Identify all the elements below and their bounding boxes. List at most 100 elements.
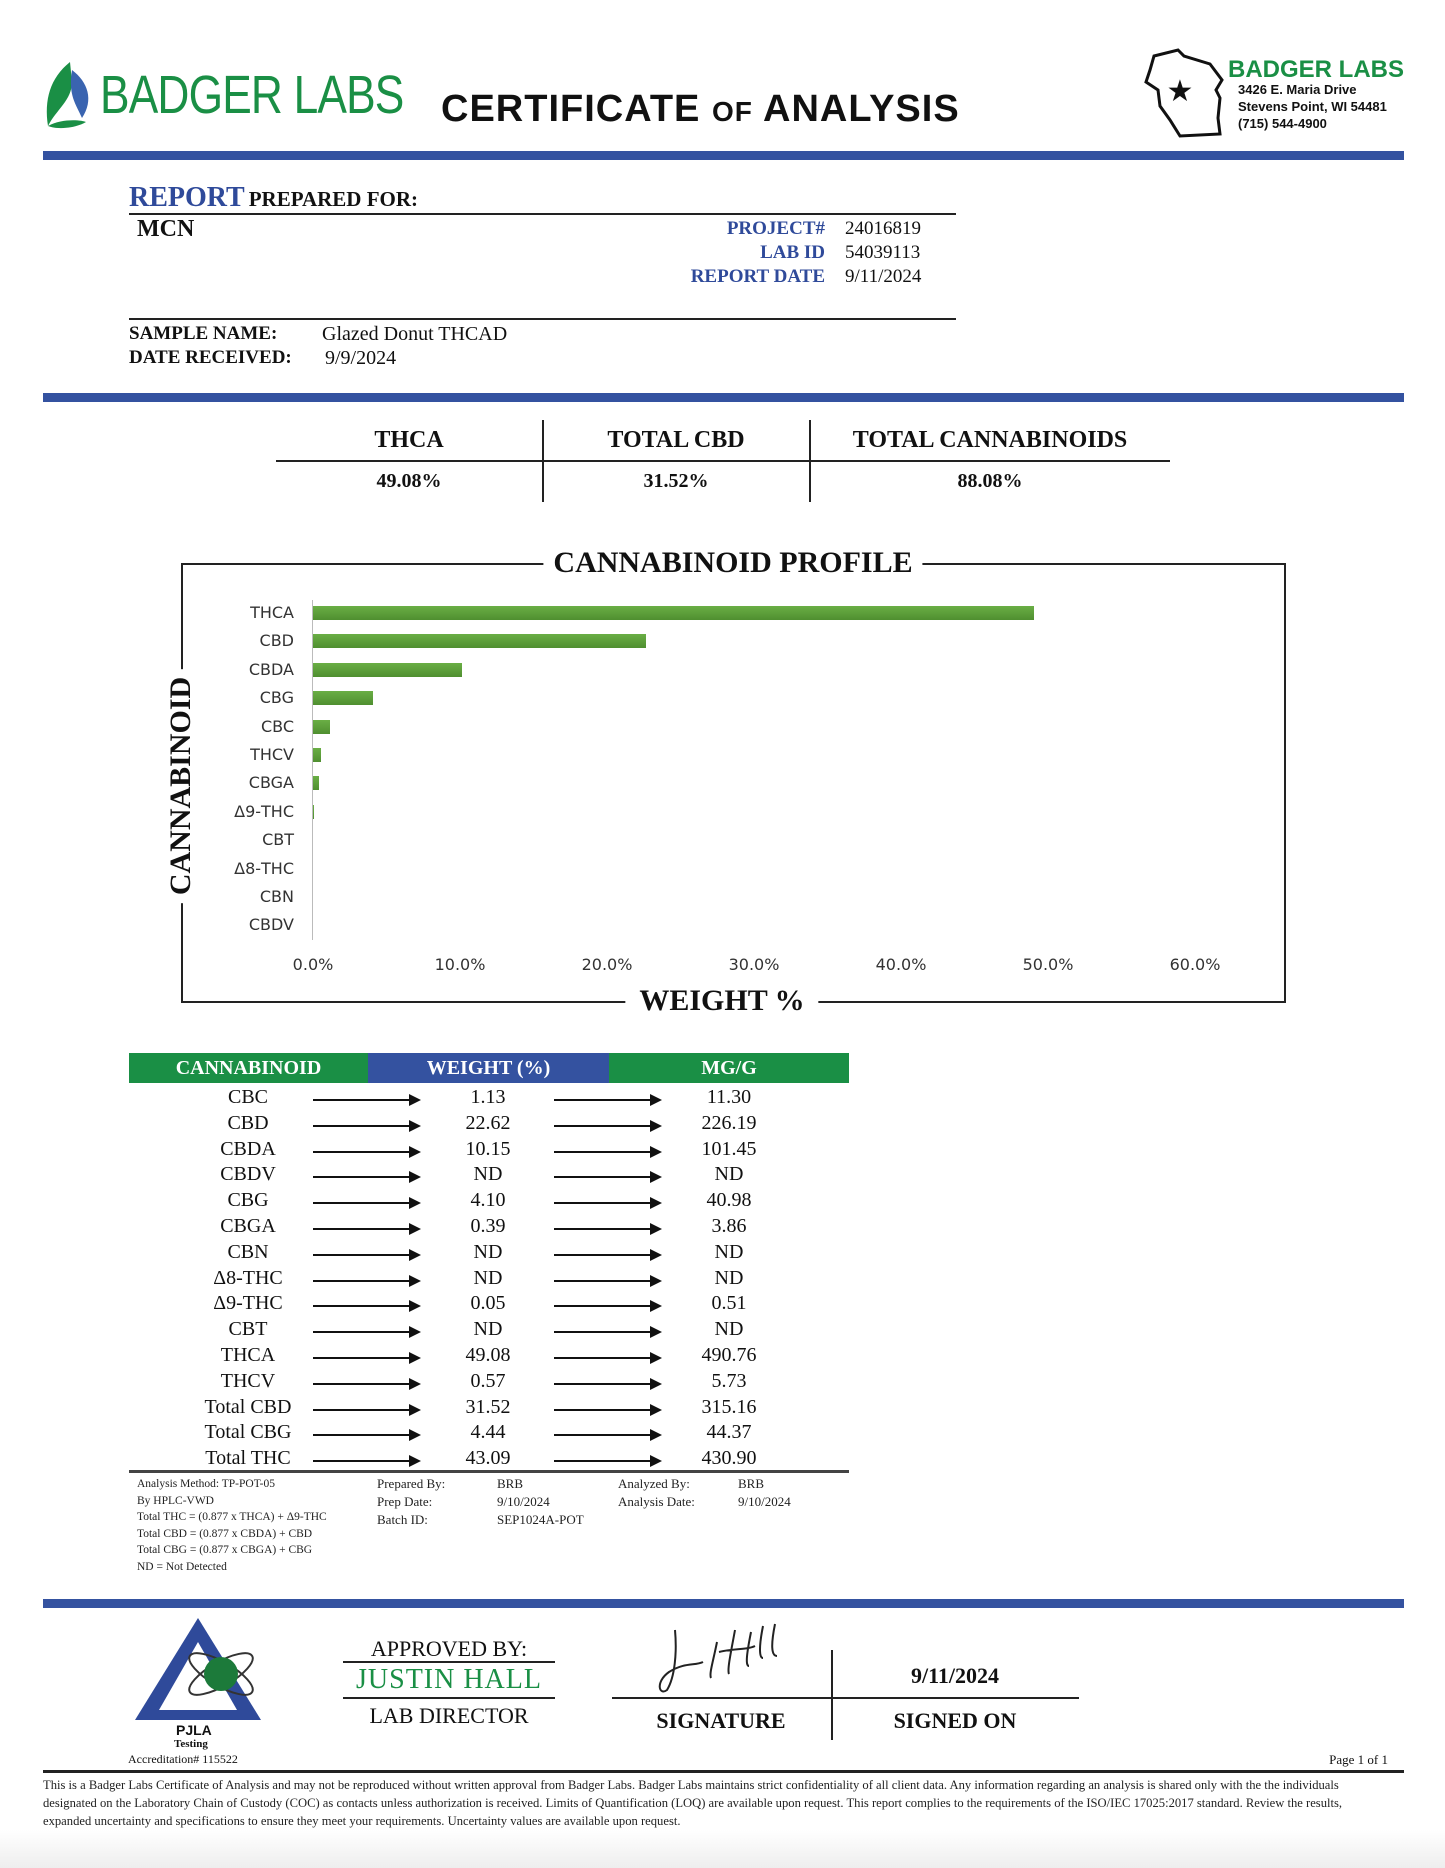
bar [313,634,646,649]
arrow-icon [554,1300,662,1313]
x-tick-label: 50.0% [1022,955,1074,974]
method-note: Total CBD = (0.877 x CBDA) + CBD [137,1527,313,1540]
x-tick-label: 60.0% [1169,955,1221,974]
arrow-icon [554,1455,662,1468]
sample-name: Glazed Donut THCAD [322,323,508,345]
header-divider [43,151,1404,160]
approved-by-label: APPROVED BY: [370,1636,528,1661]
weight-cell: ND [473,1240,503,1263]
summary-value: 31.52% [643,470,709,492]
weight-cell: ND [473,1163,503,1186]
pjla-logo [135,1618,261,1720]
bar-label: CBD [259,631,294,651]
method-note: Total THC = (0.877 x THCA) + Δ9-THC [137,1511,327,1523]
field-label: PROJECT# [726,218,825,239]
prepared-for-heading: REPORT PREPARED FOR: [129,182,419,213]
bar-label: THCV [250,745,294,764]
mg-g-cell: 44.37 [706,1421,752,1444]
divider [542,420,544,502]
bar-label: CBC [260,716,294,736]
bar-label: Δ8-THC [234,858,294,878]
pjla-sub: Testing [174,1738,208,1750]
arrow-icon [554,1145,662,1158]
divider [129,318,956,320]
analysis-value: BRB [738,1476,765,1491]
mg-g-cell: 40.98 [706,1189,752,1212]
bar [313,606,1035,620]
arrow-icon [313,1145,421,1158]
x-tick-label: 10.0% [434,955,486,974]
weight-cell: 31.52 [465,1395,511,1418]
bar [313,662,463,677]
chart-title: CANNABINOID PROFILE [543,546,923,580]
mg-g-cell: ND [714,1240,744,1263]
arrow-icon [313,1352,421,1364]
cannabinoid-cell: Total CBD [204,1395,292,1418]
arrow-icon [313,1429,421,1442]
accreditation: Accreditation# 115522 [128,1752,238,1766]
mg-g-cell: ND [714,1163,744,1186]
divider [612,1697,1079,1699]
summary-value: 88.08% [957,470,1023,492]
arrow-icon [313,1223,421,1235]
cannabinoid-cell: Total CBG [204,1421,292,1444]
table-bottom-rule [129,1470,849,1473]
bottom-shade [0,1830,1445,1868]
arrow-icon [313,1171,421,1184]
arrow-icon [554,1429,662,1442]
document-title: CERTIFICATE OF ANALYSIS [441,88,960,130]
lab-address-1: 3426 E. Maria Drive [1238,82,1357,97]
arrow-icon [554,1352,662,1364]
divider [809,420,811,502]
column-header: MG/G [609,1053,849,1083]
weight-cell: 22.62 [465,1111,511,1134]
weight-cell: 4.10 [470,1189,506,1212]
method-notes: Analysis Method: TP-POT-05 By HPLC-VWD Tot… [137,1476,327,1575]
mg-g-cell: 11.30 [706,1086,752,1108]
approver-name: JUSTIN HALL [356,1664,542,1695]
mg-g-cell: ND [714,1266,744,1289]
x-tick-label: 30.0% [728,955,780,974]
prep-label: Prep Date: [377,1494,433,1509]
bar-label: Δ9-THC [234,801,294,821]
chart-ylabel: CANNABINOID [164,668,198,904]
weight-cell: 49.08 [465,1344,511,1366]
field-label: LAB ID [760,242,825,263]
arrow-icon [554,1377,662,1390]
mg-g-cell: 226.19 [701,1111,757,1134]
divider [343,1697,555,1699]
field-label: REPORT DATE [690,266,825,287]
bar-label: THCA [250,603,294,622]
divider [343,1661,555,1663]
weight-cell: 0.05 [470,1292,506,1315]
cannabinoid-cell: CBC [227,1086,269,1108]
bar [313,776,319,791]
arrow-icon [313,1197,421,1210]
svg-text:★: ★ [1167,75,1194,108]
chart-xlabel: WEIGHT % [625,984,819,1018]
date-received-label: DATE RECEIVED: [129,347,292,368]
cannabinoid-cell: CBG [227,1189,269,1212]
arrow-icon [313,1300,421,1313]
signed-date: 9/11/2024 [910,1663,1000,1688]
pjla-name: PJLA [176,1722,212,1738]
arrow-icon [554,1119,662,1132]
bar [313,804,314,819]
cannabinoid-cell: CBGA [220,1215,276,1237]
analysis-value: 9/10/2024 [738,1494,791,1509]
x-tick-label: 0.0% [292,955,334,974]
cannabinoid-cell: CBD [227,1111,269,1134]
summary-value: 49.08% [376,470,442,492]
mg-g-cell: 5.73 [711,1369,747,1392]
method-note: Total CBG = (0.877 x CBGA) + CBG [137,1544,313,1556]
field-value: 24016819 [845,218,921,239]
divider [129,213,956,215]
signed-on-label: SIGNED ON [893,1708,1017,1733]
section-divider [43,393,1404,402]
arrow-icon [313,1274,421,1287]
cannabinoid-cell: Δ8-THC [213,1266,283,1289]
lab-phone: (715) 544-4900 [1238,116,1327,131]
chart-frame [181,563,1286,1003]
cannabinoid-cell: CBT [228,1318,268,1341]
column-header: WEIGHT (%) [368,1053,609,1083]
